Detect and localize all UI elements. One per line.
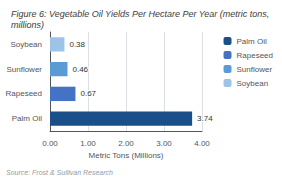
svg-text:0.38: 0.38 <box>69 40 85 49</box>
svg-text:Rapeseed: Rapeseed <box>237 51 273 60</box>
svg-text:3.00: 3.00 <box>156 139 172 148</box>
svg-text:millions): millions) <box>11 20 44 30</box>
svg-text:Metric Tons (Millions): Metric Tons (Millions) <box>89 151 164 160</box>
svg-text:Soybean: Soybean <box>10 40 42 49</box>
svg-text:3.74: 3.74 <box>197 114 213 123</box>
svg-text:Figure 6: Vegetable Oil Yields: Figure 6: Vegetable Oil Yields Per Hecta… <box>11 9 272 19</box>
svg-text:2.00: 2.00 <box>118 139 134 148</box>
svg-text:0.00: 0.00 <box>42 139 58 148</box>
svg-text:1.00: 1.00 <box>80 139 96 148</box>
svg-text:0.46: 0.46 <box>72 65 88 74</box>
svg-text:Sunflower: Sunflower <box>237 65 273 74</box>
svg-text:4.00: 4.00 <box>194 139 210 148</box>
svg-text:Sunflower: Sunflower <box>6 65 42 74</box>
svg-text:Source: Frost & Sullivan Resea: Source: Frost & Sullivan Research <box>6 169 113 176</box>
svg-text:Rapeseed: Rapeseed <box>6 89 42 98</box>
svg-text:Soybean: Soybean <box>237 79 269 88</box>
svg-text:Palm Oil: Palm Oil <box>12 114 42 123</box>
svg-text:Palm Oil: Palm Oil <box>237 37 267 46</box>
svg-text:0.67: 0.67 <box>80 89 96 98</box>
